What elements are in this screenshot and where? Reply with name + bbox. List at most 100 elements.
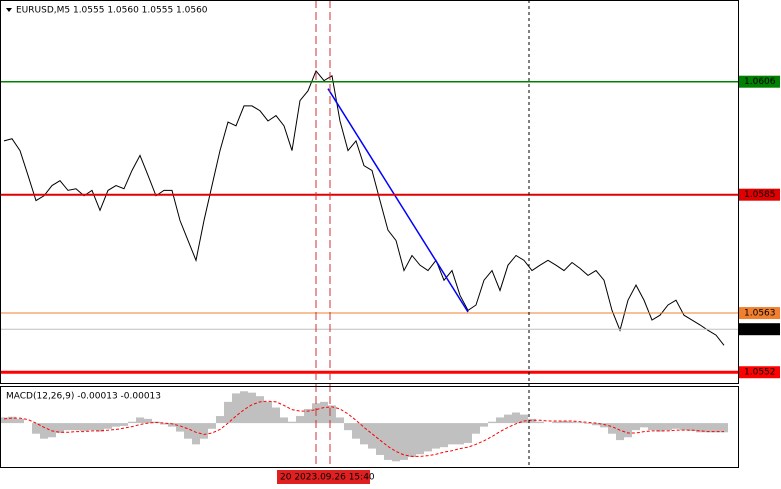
histogram-bar — [416, 423, 424, 455]
histogram-bar — [392, 423, 400, 462]
histogram-bar — [224, 401, 232, 424]
histogram-bar — [280, 417, 288, 424]
histogram-bar — [696, 423, 704, 433]
level-label-bg — [739, 323, 780, 336]
histogram-bar — [72, 423, 80, 431]
histogram-bar — [184, 423, 192, 439]
histogram-bar — [336, 417, 344, 424]
histogram-bar — [192, 423, 200, 445]
histogram-bar — [648, 423, 656, 431]
histogram-bar — [440, 423, 448, 448]
histogram-bar — [40, 423, 48, 439]
macd-panel-border — [0, 386, 739, 468]
histogram-bar — [264, 401, 272, 424]
signal-line — [3, 400, 724, 457]
histogram-bar — [272, 407, 280, 424]
macd-title: MACD(12,26,9) -0.00013 -0.00013 — [6, 392, 161, 402]
histogram-bar — [256, 396, 264, 424]
histogram-bar — [424, 423, 432, 452]
histogram-bar — [88, 423, 96, 431]
level-label: 1.0563 — [744, 309, 776, 319]
histogram-bar — [208, 423, 216, 429]
cursor-label: 20 2023.09.26 15:40 — [280, 473, 375, 483]
main-panel-border — [0, 0, 739, 384]
histogram-bar — [592, 423, 600, 426]
histogram-bar — [56, 423, 64, 434]
labels-layer: 1.0606 1.0585 1.0563 1.056 1.0552 20 2023.09.… — [277, 75, 780, 484]
histogram-bar — [616, 423, 624, 441]
histogram-bar — [0, 417, 8, 424]
histogram-bar — [248, 392, 256, 424]
histogram-bar — [320, 401, 328, 424]
histogram-bar — [408, 423, 416, 458]
histogram-bar — [96, 423, 104, 432]
histogram-bar — [576, 422, 584, 424]
histogram-bar — [168, 423, 176, 427]
histogram-bar — [672, 423, 680, 429]
histogram-bar — [104, 423, 112, 429]
histogram-bar — [632, 423, 640, 431]
histogram-bar — [16, 418, 24, 424]
histogram-bar — [608, 423, 616, 434]
cursor-label-bg — [277, 470, 370, 484]
histogram-bar — [128, 421, 136, 424]
marks-layer — [0, 69, 738, 462]
histogram-bar — [504, 414, 512, 424]
histogram-bar — [176, 423, 184, 432]
trend-line — [327, 88, 469, 313]
level-label-bg — [739, 75, 780, 88]
histogram-bar — [624, 423, 632, 438]
histogram-bar — [712, 423, 720, 433]
histogram-bar — [432, 423, 440, 449]
histogram-bar — [512, 412, 520, 424]
level-label: 1.0552 — [744, 368, 776, 378]
price-line — [3, 69, 725, 346]
level-label-bg — [739, 307, 780, 320]
histogram-bar — [584, 423, 592, 424]
histogram-bar — [216, 416, 224, 424]
histogram-bar — [456, 423, 464, 445]
histogram-bar — [32, 423, 40, 434]
histogram-bar — [664, 423, 672, 431]
histogram-bar — [136, 417, 144, 424]
histogram-bar — [200, 423, 208, 439]
histogram-bar — [304, 408, 312, 424]
histogram-bar — [464, 423, 472, 443]
level-label-bg — [739, 188, 780, 201]
histogram-bar — [536, 421, 544, 424]
histogram-bar — [704, 423, 712, 433]
histogram-bar — [48, 423, 56, 438]
histogram-bar — [488, 421, 496, 424]
histogram-bar — [448, 423, 456, 445]
histogram-bar — [120, 423, 128, 426]
histogram-bar — [568, 421, 576, 424]
histogram-bar — [552, 421, 560, 424]
histogram-bar — [528, 418, 536, 424]
histogram-bar — [288, 421, 296, 424]
histogram-bar — [240, 391, 248, 424]
histogram-bar — [640, 423, 648, 428]
histogram-bar — [352, 423, 360, 439]
histogram-bar — [344, 423, 352, 431]
histogram-bar — [8, 416, 16, 424]
histogram-bar — [472, 423, 480, 434]
level-label: 1.0606 — [744, 77, 776, 87]
histogram-bar — [64, 423, 72, 431]
level-label-bg — [739, 366, 780, 379]
menu-icon — [6, 8, 12, 12]
histogram-bar — [520, 414, 528, 424]
overlay-layer: EURUSD,M5 1.0555 1.0560 1.0555 1.0560 MA… — [0, 0, 739, 468]
histogram-bar — [160, 423, 168, 425]
chart-title: EURUSD,M5 1.0555 1.0560 1.0555 1.0560 — [16, 6, 208, 16]
histogram-bar — [80, 423, 88, 431]
histogram-bar — [368, 423, 376, 449]
histogram-bar — [680, 423, 688, 431]
histogram-bar — [112, 423, 120, 427]
histogram-bar — [560, 420, 568, 424]
histogram-bar — [232, 393, 240, 424]
histogram-bar — [688, 423, 696, 431]
level-label: 1.0585 — [744, 190, 776, 200]
